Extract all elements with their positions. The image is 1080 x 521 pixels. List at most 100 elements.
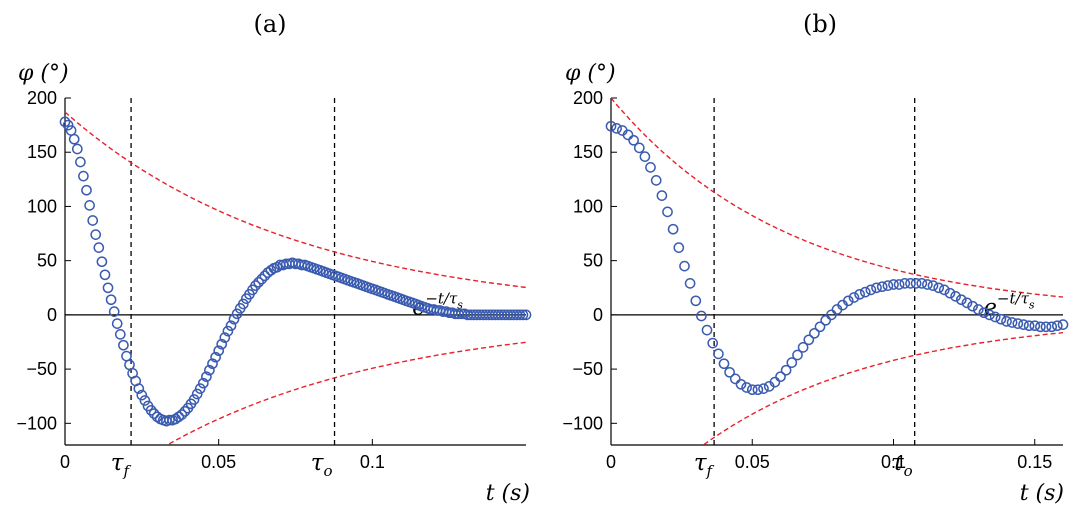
x-tick-label: 0.05: [735, 452, 770, 472]
data-point: [673, 242, 685, 253]
data-point: [667, 223, 679, 235]
data-point: [118, 339, 129, 351]
x-tick-label: 0.05: [201, 452, 236, 472]
data-point: [197, 377, 209, 389]
panel-a-ylabel: φ (°): [18, 61, 69, 86]
data-point: [191, 388, 203, 400]
envelope-label: e−t/τs: [984, 290, 1035, 321]
data-point: [713, 348, 724, 360]
y-tick-label: 50: [37, 251, 57, 271]
data-point: [978, 307, 990, 319]
data-point: [517, 309, 529, 321]
data-point: [735, 378, 747, 390]
data-point: [1023, 320, 1035, 332]
data-point: [213, 345, 225, 357]
panel-b-xlabel: t (s): [1020, 481, 1064, 506]
data-point: [62, 119, 74, 131]
data-point: [910, 278, 922, 289]
x-tick-label: 0.1: [881, 452, 906, 472]
data-point: [210, 351, 221, 363]
data-point: [882, 280, 894, 291]
data-point: [133, 383, 145, 394]
data-point: [656, 190, 668, 201]
y-tick-label: 100: [573, 196, 603, 216]
data-point: [225, 320, 237, 332]
data-point: [96, 256, 108, 268]
data-point: [650, 175, 662, 186]
data-point: [848, 292, 860, 303]
envelope-upper: [65, 111, 526, 289]
data-point: [797, 342, 809, 353]
data-point: [114, 329, 126, 340]
panel-b-ylabel: φ (°): [565, 61, 616, 86]
panel-b-label: (b): [803, 10, 837, 38]
data-point: [75, 156, 86, 168]
envelope-lower: [702, 332, 1063, 445]
y-tick-label: −100: [16, 413, 57, 433]
y-tick-label: 150: [27, 142, 57, 162]
data-point: [938, 284, 950, 296]
data-point: [780, 364, 792, 376]
data-point: [265, 265, 277, 276]
y-tick-label: −100: [562, 413, 603, 433]
data-point: [718, 358, 730, 370]
guide-label-τo: τo: [311, 450, 333, 480]
data-point: [944, 287, 956, 299]
data-point: [888, 279, 899, 290]
y-tick-label: 100: [27, 196, 57, 216]
panel-a-label: (a): [253, 10, 286, 38]
data-point: [201, 371, 212, 383]
data-point: [271, 261, 283, 273]
envelope-upper: [611, 98, 1063, 298]
data-point: [145, 404, 157, 416]
guide-label-τf: τf: [111, 450, 132, 480]
data-point: [814, 321, 826, 333]
data-point: [139, 395, 151, 406]
data-point: [786, 357, 798, 368]
data-point: [842, 295, 854, 307]
data-point: [228, 313, 240, 325]
data-point: [231, 308, 243, 320]
data-point: [1046, 321, 1058, 333]
data-point: [253, 276, 264, 288]
panel-b-plot: −100 −50 0 50 100 150 200 0 0.05 0.1 0.15 τf τo e−t/τ…: [562, 88, 1069, 480]
x-tick-label: 0.1: [360, 452, 385, 472]
data-point: [729, 373, 741, 385]
data-point: [679, 260, 690, 272]
data-point: [90, 229, 102, 240]
data-point: [865, 284, 877, 296]
data-point: [68, 133, 80, 145]
panel-b: (b) φ (°) t (s) −100 −50 0 50 100 150 200 0 0.05…: [562, 10, 1069, 506]
data-point: [111, 318, 123, 329]
data-point: [876, 281, 888, 293]
data-point: [696, 310, 707, 322]
data-point: [124, 359, 135, 371]
data-point: [176, 409, 188, 420]
y-tick-label: 200: [27, 88, 57, 108]
data-point: [893, 279, 905, 290]
y-tick-label: 200: [573, 88, 603, 108]
data-point: [927, 280, 939, 291]
y-tick-label: −50: [572, 359, 603, 379]
data-point: [59, 116, 71, 128]
data-point: [1001, 316, 1012, 327]
data-point: [207, 358, 218, 370]
envelope-lower: [165, 341, 526, 445]
data-point: [662, 206, 673, 218]
y-tick-label: 150: [573, 142, 603, 162]
data-point: [93, 242, 105, 253]
data-point: [216, 338, 228, 350]
data-point: [188, 394, 200, 405]
x-tick-label: 0: [606, 452, 616, 472]
panel-a-xlabel: t (s): [486, 481, 530, 506]
data-point: [151, 411, 163, 423]
data-point: [826, 309, 837, 321]
data-point: [961, 297, 973, 309]
data-point: [250, 280, 261, 291]
y-tick-label: −50: [26, 359, 57, 379]
data-point: [758, 383, 769, 394]
data-point: [984, 309, 995, 321]
data-point: [179, 406, 191, 417]
data-point: [611, 123, 622, 134]
